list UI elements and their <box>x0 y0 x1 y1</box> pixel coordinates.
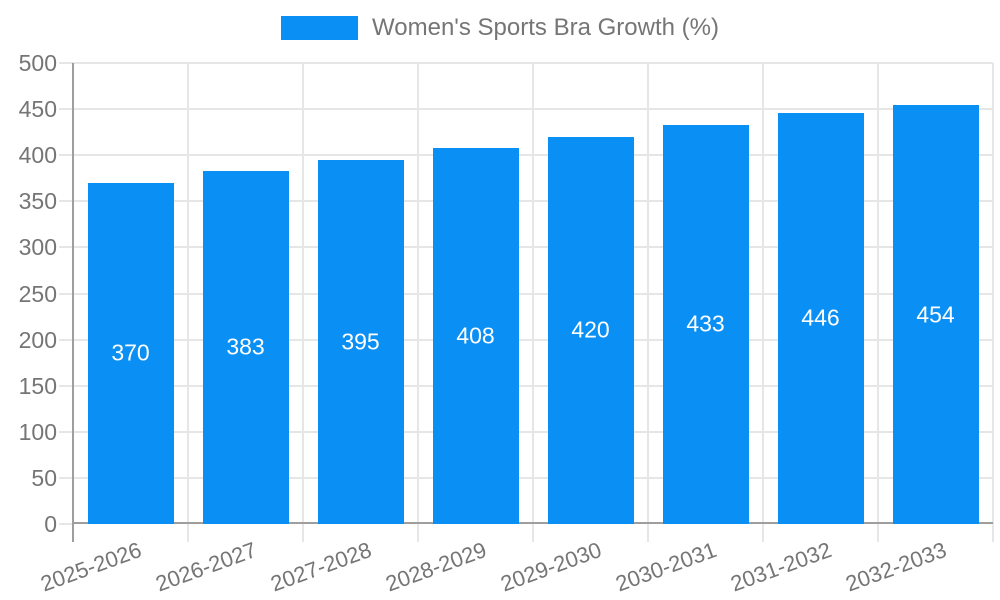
gridline-horizontal <box>59 154 993 157</box>
y-axis-tick-label: 50 <box>31 464 57 491</box>
bar-value-label: 433 <box>686 310 725 337</box>
gridline-horizontal <box>59 476 993 479</box>
bar[interactable]: 395 <box>317 159 404 524</box>
gridline-horizontal <box>59 338 993 341</box>
chart-legend: Women's Sports Bra Growth (%) <box>0 14 1000 42</box>
gridline-horizontal <box>59 292 993 295</box>
gridline-horizontal <box>59 200 993 203</box>
gridline-vertical <box>302 63 304 542</box>
x-axis-tick-label: 2029-2030 <box>497 537 606 597</box>
gridline-horizontal <box>59 384 993 387</box>
x-axis-tick-label: 2030-2031 <box>612 537 721 597</box>
y-axis-tick-label: 0 <box>44 511 57 537</box>
bar[interactable]: 420 <box>547 136 634 524</box>
bar[interactable]: 383 <box>202 170 289 524</box>
x-axis-tick-label: 2026-2027 <box>152 537 261 597</box>
y-axis-tick-label: 250 <box>18 280 57 307</box>
gridline-vertical <box>187 63 189 542</box>
bar-value-label: 370 <box>111 339 150 366</box>
x-axis-tick-label: 2025-2026 <box>37 537 146 597</box>
gridline-vertical <box>762 63 764 542</box>
x-axis-line <box>73 522 993 524</box>
plot-area: 0 50 100 150 200 250 300 350 400 450 500 370 2025-20… <box>19 50 994 596</box>
gridline-horizontal <box>59 108 993 111</box>
bar-value-label: 446 <box>801 304 840 331</box>
gridline-horizontal <box>59 523 73 525</box>
y-axis-line <box>72 63 74 542</box>
y-axis-tick-label: 450 <box>18 96 57 123</box>
gridline-vertical <box>417 63 419 542</box>
gridline-vertical <box>647 63 649 542</box>
bar[interactable]: 433 <box>662 124 749 524</box>
bar[interactable]: 446 <box>777 112 864 524</box>
y-axis-tick-label: 100 <box>18 418 57 445</box>
x-axis-tick-label: 2028-2029 <box>382 537 491 597</box>
y-axis-tick-label: 400 <box>18 142 57 169</box>
legend-label: Women's Sports Bra Growth (%) <box>372 14 719 41</box>
x-axis-tick-label: 2031-2032 <box>727 537 836 597</box>
bar[interactable]: 408 <box>432 147 519 524</box>
bar-value-label: 408 <box>456 322 495 349</box>
gridline-horizontal <box>59 62 993 64</box>
gridline-vertical <box>877 63 879 542</box>
gridline-vertical <box>532 63 534 542</box>
y-axis-tick-label: 500 <box>18 50 57 76</box>
bar-value-label: 383 <box>226 333 265 360</box>
x-axis-tick-label: 2027-2028 <box>267 537 376 597</box>
gridline-vertical <box>992 63 994 542</box>
bar[interactable]: 370 <box>87 182 174 524</box>
y-axis-tick-label: 350 <box>18 188 57 215</box>
bar-value-label: 420 <box>571 316 610 343</box>
bar-value-label: 454 <box>916 301 955 328</box>
x-axis-tick-label: 2032-2033 <box>842 537 951 597</box>
bar-value-label: 395 <box>341 328 380 355</box>
y-axis-tick-label: 200 <box>18 326 57 353</box>
bar[interactable]: 454 <box>892 105 979 524</box>
gridline-horizontal <box>59 246 993 249</box>
gridline-horizontal <box>59 430 993 433</box>
y-axis-tick-label: 300 <box>18 234 57 261</box>
legend-swatch <box>281 16 359 40</box>
y-axis-tick-label: 150 <box>18 372 57 399</box>
